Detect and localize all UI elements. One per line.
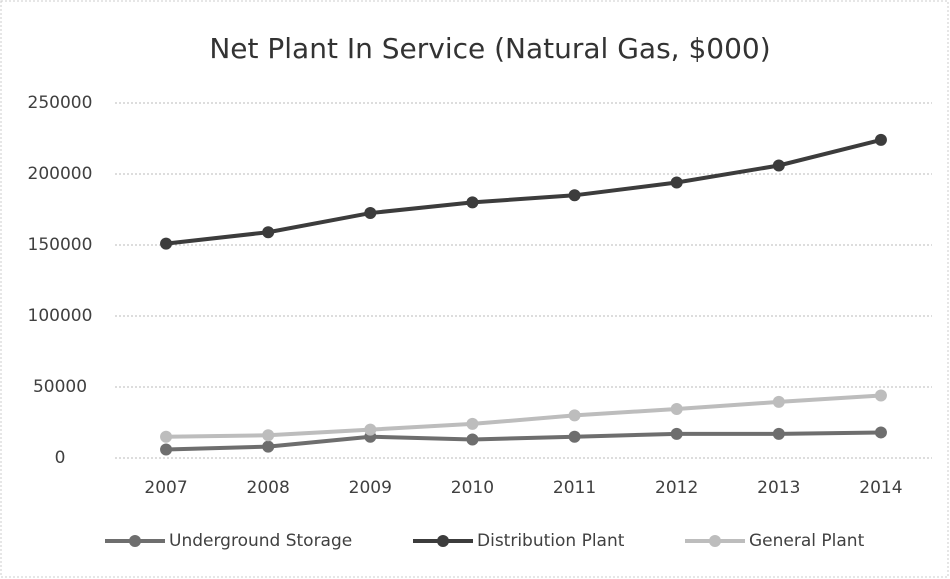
data-point	[772, 395, 785, 408]
data-point	[466, 417, 479, 430]
x-tick-label: 2008	[247, 478, 290, 498]
data-point	[160, 430, 173, 443]
y-tick-label: 0	[55, 448, 66, 468]
y-tick-label: 200000	[28, 164, 93, 184]
data-point	[670, 403, 683, 416]
x-tick-label: 2007	[144, 478, 187, 498]
x-tick-label: 2012	[655, 478, 698, 498]
data-point	[364, 207, 377, 220]
data-point	[262, 440, 275, 453]
data-point	[262, 429, 275, 442]
y-tick-label: 50000	[33, 377, 87, 397]
series-line	[166, 430, 881, 452]
data-point	[874, 389, 887, 402]
data-point	[568, 409, 581, 422]
data-point	[568, 189, 581, 202]
y-tick-label: 100000	[28, 306, 93, 326]
data-point	[364, 423, 377, 436]
data-point	[670, 427, 683, 440]
x-tick-label: 2014	[859, 478, 902, 498]
data-point	[874, 426, 887, 439]
legend-label: Underground Storage	[169, 531, 352, 551]
data-point	[670, 176, 683, 189]
legend-label: General Plant	[749, 531, 865, 551]
data-point	[772, 427, 785, 440]
y-tick-label: 250000	[28, 93, 93, 113]
data-point	[466, 196, 479, 209]
x-tick-label: 2013	[757, 478, 800, 498]
legend-marker	[709, 535, 721, 547]
series-line	[165, 137, 882, 246]
data-point	[466, 433, 479, 446]
y-tick-label: 150000	[28, 235, 93, 255]
data-point	[874, 133, 887, 146]
x-tick-label: 2009	[349, 478, 392, 498]
series-line	[166, 393, 882, 439]
x-tick-label: 2011	[553, 478, 596, 498]
data-point	[772, 159, 785, 172]
legend-marker	[129, 535, 141, 547]
data-point	[568, 430, 581, 443]
chart-title: Net Plant In Service (Natural Gas, $000)	[209, 32, 770, 65]
x-tick-label: 2010	[451, 478, 494, 498]
data-point	[160, 443, 173, 456]
legend-label: Distribution Plant	[477, 531, 625, 551]
data-point	[262, 226, 275, 239]
data-point	[160, 237, 173, 250]
legend-marker	[437, 535, 449, 547]
